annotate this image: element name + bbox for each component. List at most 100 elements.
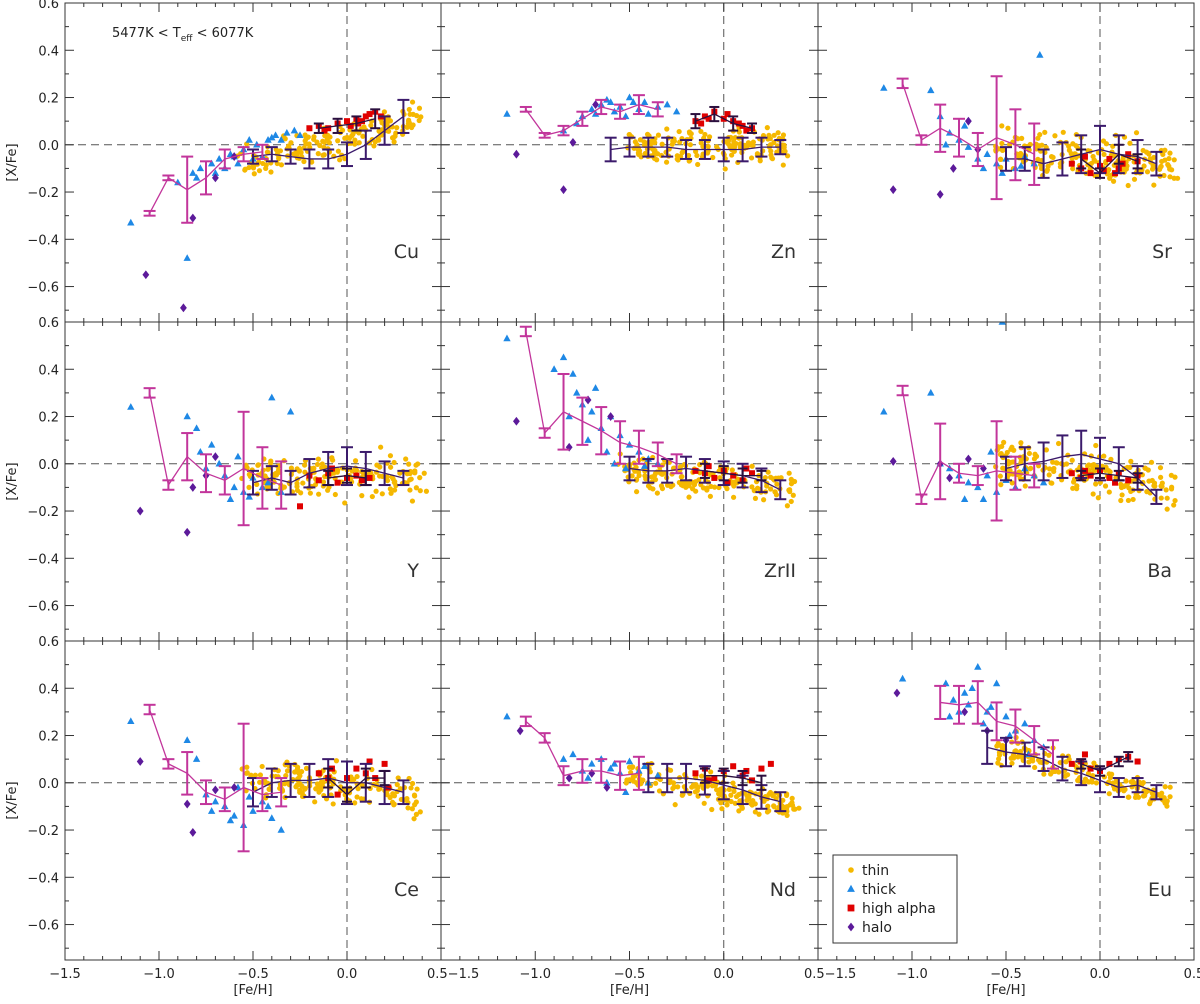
thick-point [277,136,285,143]
plot-area [818,322,1194,641]
thick-point [268,393,276,401]
thick-point [207,159,216,167]
thin-point [257,772,264,778]
thick-point [211,797,220,805]
thin-trend-line [648,777,781,803]
thin-point [300,480,306,486]
thin-point [1144,169,1151,175]
thin-point [764,125,770,131]
thick-point [245,492,253,500]
y-tick-label: −0.6 [27,600,59,615]
thin-point [413,485,419,491]
thin-point [1146,478,1152,484]
high-alpha-point [692,770,699,777]
thick-point [207,440,216,448]
thin-point [307,490,313,496]
thick-point [559,755,568,762]
thin-point [786,487,792,493]
thin-point [997,473,1003,479]
thin-point [1004,449,1010,456]
thick-point [264,136,272,143]
high-alpha-point [347,122,354,129]
thick-point [644,110,653,117]
thin-point [378,444,384,450]
thin-point [1162,784,1168,790]
thin-point [377,464,383,470]
thick-point [550,365,558,372]
thin-point [698,128,704,135]
thin-point [630,778,637,784]
thin-point [1147,801,1153,807]
thick-point [610,107,619,115]
thin-point [754,485,761,491]
high-alpha-point [743,127,750,134]
thin-point [693,148,699,155]
thin-point [316,783,322,789]
thick-point [654,771,662,779]
thin-point [705,143,711,150]
thin-point [387,794,393,801]
thin-point [315,456,321,462]
thick-trend-line [901,390,1035,502]
thin-point [413,799,419,805]
thin-point [1164,495,1170,501]
thin-point [311,136,317,142]
y-tick-label: 0.0 [38,139,59,154]
thin-point [1140,780,1146,786]
element-label: Sr [1152,241,1172,263]
thick-point [277,826,285,833]
thick-point [898,674,907,682]
y-tick-label: 0.6 [38,316,59,331]
thin-point [413,811,420,817]
thin-trend-line [610,146,781,151]
thin-point [387,453,394,459]
thin-point [263,165,269,172]
thin-point [655,132,662,138]
high-alpha-point [321,127,328,134]
thin-point [416,117,422,124]
thin-point [371,143,377,149]
plot-area [65,322,441,641]
thick-point [127,218,135,226]
thin-point [273,146,279,153]
thin-point [1167,166,1173,172]
halo-point [603,783,611,792]
high-alpha-point [306,125,313,132]
thin-point [654,490,660,496]
thin-point [998,156,1004,162]
thick-point [183,412,191,420]
thin-point [297,773,303,779]
thick-point [960,688,969,696]
high-alpha-point [724,479,731,486]
halo-point [592,100,599,110]
thin-point [409,498,416,504]
y-tick-label: −0.4 [27,233,59,248]
thin-point [325,132,331,138]
thick-point [880,84,888,91]
thin-point [788,498,794,505]
legend-marker-square [847,904,855,912]
halo-point [584,395,592,405]
thin-point [1150,791,1156,798]
thin-point [342,500,348,506]
y-tick-label: 0.2 [38,411,59,426]
high-alpha-point [359,477,366,484]
thick-point [569,369,577,377]
thick-point [1021,719,1029,727]
element-label: Nd [770,879,796,901]
thin-point [652,147,658,154]
thin-point [352,137,358,143]
thin-point [1133,130,1140,136]
thin-point [1048,154,1055,160]
thin-point [1074,486,1080,492]
thin-point [302,469,308,475]
thin-point [736,808,742,814]
plot-area [65,3,441,322]
thin-point [394,125,400,131]
thin-point [780,132,787,138]
thin-point [409,780,416,787]
panel-ba: Ba [817,321,1195,642]
thin-point [423,488,430,494]
halo-point [189,827,197,837]
thin-point [1049,480,1055,486]
